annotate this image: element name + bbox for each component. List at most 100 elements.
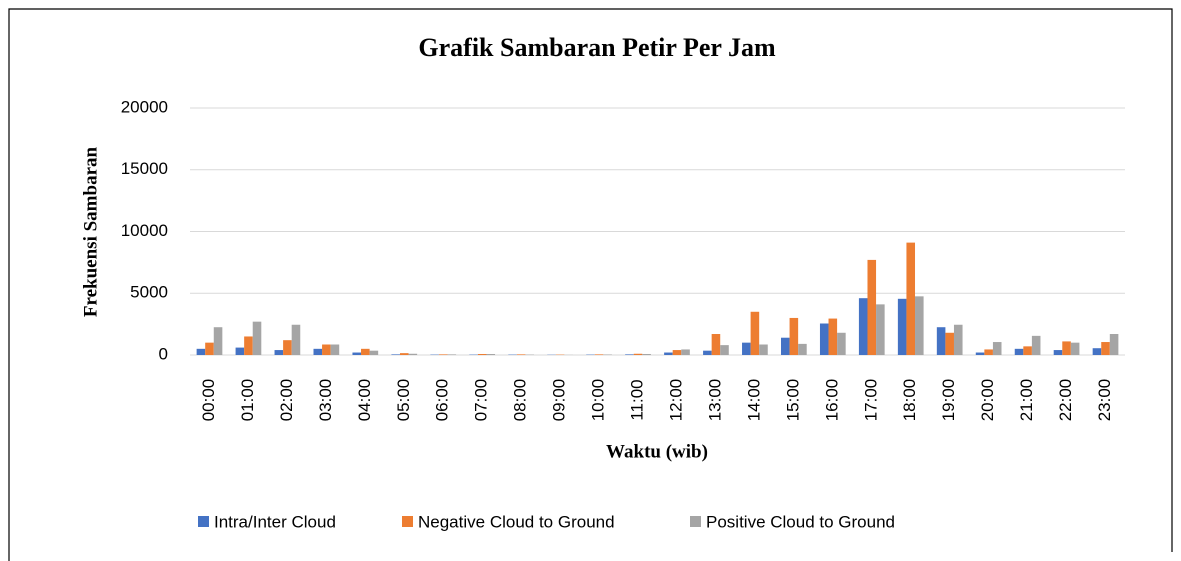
x-tick-label: 16:00: [822, 379, 841, 422]
bar: [720, 345, 729, 355]
y-tick-label: 15000: [121, 159, 168, 178]
bar: [780, 337, 790, 355]
bar: [196, 348, 206, 355]
legend-swatch: [402, 516, 413, 527]
bar: [984, 349, 993, 355]
x-tick-label: 20:00: [978, 379, 997, 422]
bar: [828, 318, 838, 355]
bar: [486, 354, 496, 355]
x-tick-label: 13:00: [705, 379, 724, 422]
x-tick-label: 22:00: [1056, 379, 1075, 422]
bar: [953, 324, 963, 355]
y-tick-label: 10000: [121, 221, 168, 240]
bar: [750, 311, 760, 355]
bar: [447, 354, 457, 355]
x-tick-label: 07:00: [472, 379, 491, 422]
y-tick-label: 0: [159, 344, 168, 363]
x-tick-label: 10:00: [589, 379, 608, 422]
bar: [742, 342, 751, 355]
bar: [244, 336, 253, 355]
bar: [1053, 350, 1063, 355]
bar: [1023, 346, 1032, 355]
bar: [819, 323, 829, 355]
x-tick-label: 02:00: [277, 379, 296, 422]
x-tick-label: 17:00: [861, 379, 880, 422]
bar: [837, 332, 846, 355]
bar: [906, 242, 916, 355]
bar: [352, 352, 362, 355]
x-tick-label: 12:00: [666, 379, 685, 422]
bar: [369, 350, 379, 355]
bar: [1031, 335, 1041, 355]
bar: [594, 354, 604, 355]
bar: [361, 348, 370, 355]
bar: [291, 324, 301, 355]
y-axis-title: Frekuensi Sambaran: [80, 146, 101, 317]
bar: [408, 353, 418, 355]
x-tick-label: 03:00: [316, 379, 335, 422]
legend-swatch: [198, 516, 209, 527]
bar: [975, 352, 985, 355]
x-tick-label: 00:00: [199, 379, 218, 422]
bar: [1062, 341, 1071, 355]
bar: [876, 304, 885, 355]
bar: [945, 332, 954, 355]
bar: [283, 340, 292, 355]
bar: [703, 350, 712, 355]
x-tick-label: 09:00: [550, 379, 569, 422]
bar: [1070, 342, 1080, 355]
y-tick-label: 5000: [130, 283, 168, 302]
bar: [516, 354, 526, 355]
chart-title: Grafik Sambaran Petir Per Jam: [418, 33, 776, 62]
bar: [1092, 348, 1102, 355]
bar: [915, 296, 924, 355]
bar: [1109, 334, 1119, 355]
x-tick-label: 04:00: [355, 379, 374, 422]
bar: [633, 353, 643, 355]
bar: [789, 317, 799, 355]
bar: [313, 348, 323, 355]
x-tick-label: 01:00: [238, 379, 257, 422]
x-tick-label: 06:00: [433, 379, 452, 422]
bar: [399, 353, 409, 355]
bar: [391, 354, 400, 355]
bar: [664, 352, 673, 355]
bar: [477, 354, 487, 355]
bar: [274, 350, 284, 355]
y-tick-label: 20000: [121, 97, 168, 116]
bar: [252, 321, 262, 355]
bar: [1014, 348, 1024, 355]
bar: [625, 354, 634, 355]
bar: [798, 343, 807, 355]
bar: [672, 350, 682, 355]
bar: [322, 344, 331, 355]
bar: [642, 354, 651, 355]
x-axis-title: Waktu (wib): [606, 441, 708, 462]
x-tick-label: 14:00: [744, 379, 763, 422]
bar: [438, 354, 448, 355]
bar: [936, 327, 946, 355]
x-tick-label: 15:00: [783, 379, 802, 422]
frame: [8, 8, 1173, 561]
x-tick-label: 18:00: [900, 379, 919, 422]
bar: [1101, 342, 1110, 355]
bar: [867, 259, 877, 355]
bar: [759, 344, 768, 355]
x-tick-label: 19:00: [939, 379, 958, 422]
legend-label: Negative Cloud to Ground: [418, 512, 615, 531]
bar: [897, 298, 907, 355]
x-tick-label: 21:00: [1017, 379, 1036, 422]
bar: [213, 327, 223, 355]
legend-swatch: [690, 516, 701, 527]
bar: [858, 298, 868, 355]
legend-label: Positive Cloud to Ground: [706, 512, 895, 531]
bar: [711, 334, 721, 355]
x-tick-label: 23:00: [1095, 379, 1114, 422]
x-tick-label: 11:00: [628, 379, 647, 420]
x-tick-label: 08:00: [511, 379, 530, 422]
x-tick-label: 05:00: [394, 379, 413, 422]
legend-label: Intra/Inter Cloud: [214, 512, 336, 531]
bar: [205, 342, 214, 355]
bar: [330, 344, 340, 355]
